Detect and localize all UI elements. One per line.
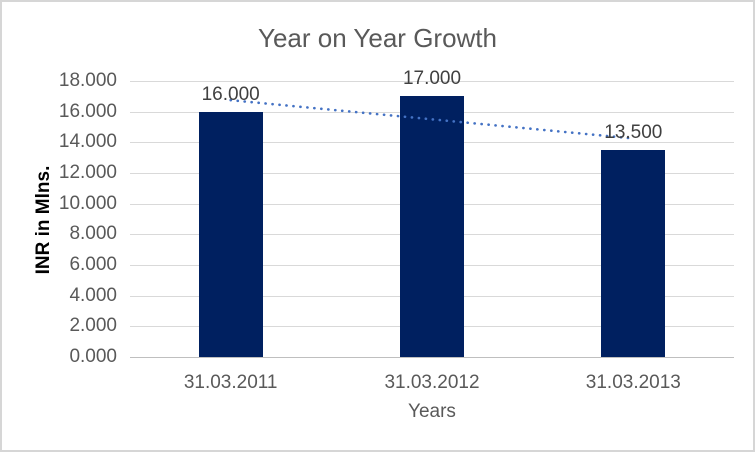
bar: [400, 96, 464, 357]
y-axis-tick-label: 4.000: [69, 284, 117, 306]
y-axis-tick-label: 12.000: [58, 162, 117, 183]
y-axis-tick-label: 8.000: [69, 223, 117, 245]
data-label: 17.000: [402, 68, 462, 90]
data-label: 13.500: [604, 122, 663, 143]
data-label: 16.000: [201, 83, 260, 105]
y-axis-tick-label: 10.000: [58, 192, 117, 214]
y-axis-tick-label: 0.000: [69, 346, 117, 367]
x-axis-tick-label: 31.03.2011: [183, 372, 278, 393]
x-axis-line: [130, 357, 734, 358]
x-axis-tick-label: 31.03.2013: [585, 372, 681, 393]
y-axis-tick-label: 16.000: [58, 100, 117, 122]
bar: [198, 111, 263, 357]
y-axis-tick-label: 6.000: [69, 254, 117, 275]
y-axis-tick-label: 2.000: [69, 315, 117, 337]
chart-title: Year on Year Growth: [258, 23, 497, 53]
x-axis-tick-label: 31.03.2012: [384, 372, 480, 393]
y-axis-tick-label: 18.000: [58, 70, 117, 91]
bar: [601, 150, 666, 357]
y-axis-tick-label: 14.000: [58, 131, 117, 153]
x-axis-title: Years: [408, 401, 456, 422]
gridline: [130, 81, 734, 82]
